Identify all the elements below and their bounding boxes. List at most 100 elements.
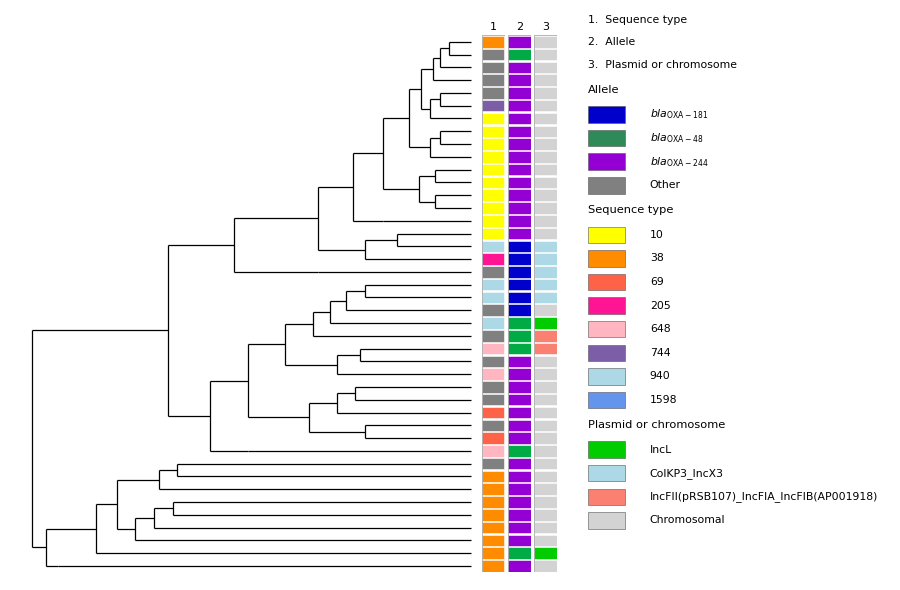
Bar <box>482 471 504 482</box>
Text: ColKP3_IncX3: ColKP3_IncX3 <box>650 468 724 478</box>
Bar <box>482 164 504 175</box>
Bar <box>508 49 530 60</box>
Bar <box>482 61 504 73</box>
Bar <box>535 49 556 60</box>
Bar <box>482 496 504 508</box>
Bar <box>508 228 530 240</box>
Bar <box>535 394 556 405</box>
Bar <box>588 345 626 361</box>
Bar <box>482 87 504 99</box>
Bar <box>482 445 504 457</box>
Text: $\mathit{bla}$$_{\mathregular{OXA-244}}$: $\mathit{bla}$$_{\mathregular{OXA-244}}$ <box>650 155 708 169</box>
Bar <box>535 176 556 188</box>
Text: 1598: 1598 <box>650 395 678 405</box>
Text: Sequence type: Sequence type <box>588 205 673 215</box>
Text: 3.  Plasmid or chromosome: 3. Plasmid or chromosome <box>588 60 736 70</box>
Bar <box>535 445 556 457</box>
Bar <box>508 61 530 73</box>
Bar <box>508 483 530 495</box>
Bar <box>508 407 530 418</box>
Bar <box>482 176 504 188</box>
Bar <box>482 49 504 60</box>
Bar <box>508 560 530 572</box>
Bar <box>588 250 626 267</box>
Bar <box>535 419 556 431</box>
Bar <box>508 535 530 546</box>
Bar <box>535 458 556 470</box>
Text: 3: 3 <box>542 22 549 32</box>
Bar <box>508 317 530 329</box>
Text: 940: 940 <box>650 372 670 381</box>
Bar <box>508 356 530 367</box>
Bar <box>508 432 530 444</box>
Bar <box>535 279 556 290</box>
Bar <box>482 228 504 240</box>
Bar <box>535 228 556 240</box>
Bar <box>482 368 504 380</box>
Bar <box>508 445 530 457</box>
Bar <box>508 471 530 482</box>
Bar <box>482 253 504 265</box>
Bar <box>535 61 556 73</box>
Bar <box>508 548 530 559</box>
Bar <box>482 381 504 393</box>
Bar <box>535 522 556 533</box>
Text: 744: 744 <box>650 348 670 358</box>
Bar <box>508 241 530 252</box>
Bar <box>535 253 556 265</box>
Bar <box>508 36 530 48</box>
Bar <box>482 394 504 405</box>
Bar <box>508 496 530 508</box>
Text: 2.  Allele: 2. Allele <box>588 37 634 47</box>
Bar <box>508 291 530 303</box>
Bar <box>535 241 556 252</box>
Bar <box>588 297 626 314</box>
Text: Allele: Allele <box>588 85 619 95</box>
Bar <box>588 441 626 458</box>
Bar <box>482 279 504 290</box>
Bar <box>482 330 504 342</box>
Bar <box>535 496 556 508</box>
Bar <box>482 432 504 444</box>
Bar <box>508 87 530 99</box>
Bar <box>588 153 626 170</box>
Bar <box>508 368 530 380</box>
Text: 1: 1 <box>490 22 497 32</box>
Bar <box>482 36 504 48</box>
Bar <box>482 419 504 431</box>
Bar <box>535 317 556 329</box>
Text: 38: 38 <box>650 254 663 263</box>
Bar <box>535 330 556 342</box>
Text: IncFII(pRSB107)_IncFIA_IncFIB(AP001918): IncFII(pRSB107)_IncFIA_IncFIB(AP001918) <box>650 491 878 502</box>
Bar <box>508 304 530 316</box>
Bar <box>508 266 530 278</box>
Bar <box>535 407 556 418</box>
Bar <box>482 215 504 227</box>
Bar <box>508 419 530 431</box>
Bar <box>535 87 556 99</box>
Bar <box>482 535 504 546</box>
Bar <box>588 512 626 529</box>
Bar <box>535 189 556 201</box>
Bar <box>535 432 556 444</box>
Bar <box>482 113 504 124</box>
Bar <box>508 279 530 290</box>
Bar <box>535 266 556 278</box>
Bar <box>588 489 626 505</box>
Bar <box>482 151 504 163</box>
Bar <box>535 151 556 163</box>
Bar <box>508 522 530 533</box>
Text: Other: Other <box>650 181 680 190</box>
Bar <box>535 304 556 316</box>
Bar <box>535 471 556 482</box>
Bar <box>482 138 504 150</box>
Bar <box>482 356 504 367</box>
Bar <box>588 130 626 146</box>
Bar <box>535 483 556 495</box>
Bar <box>588 274 626 290</box>
Bar <box>535 36 556 48</box>
Text: 10: 10 <box>650 230 663 240</box>
Bar <box>588 177 626 194</box>
Bar <box>508 215 530 227</box>
Bar <box>508 100 530 112</box>
